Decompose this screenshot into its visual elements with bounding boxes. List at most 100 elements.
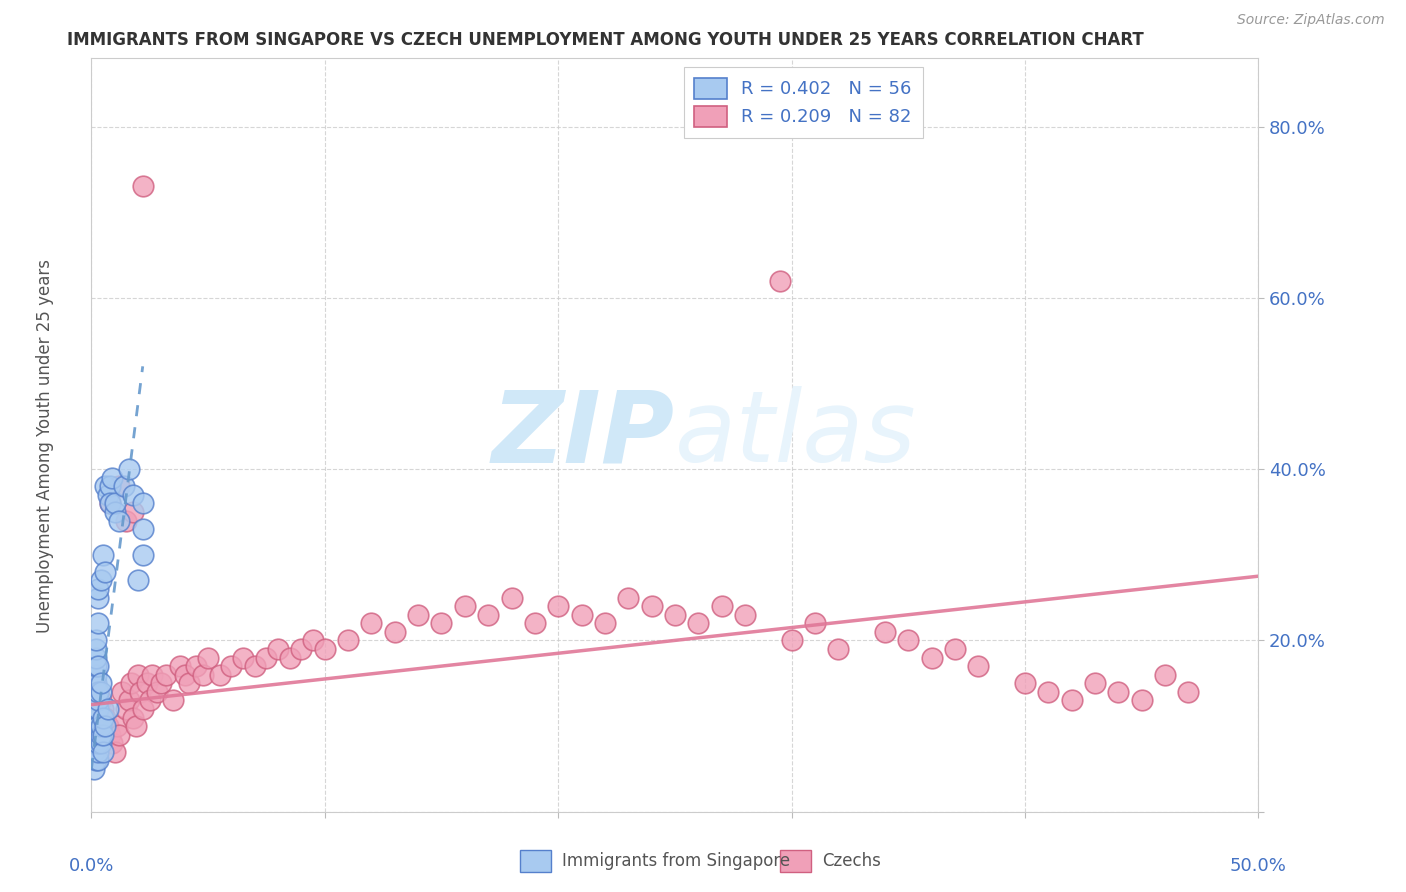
- Text: Source: ZipAtlas.com: Source: ZipAtlas.com: [1237, 13, 1385, 28]
- Point: [278, 650, 301, 665]
- Point: [118, 462, 141, 476]
- Point: [827, 642, 849, 657]
- Point: [87, 753, 110, 767]
- Point: [98, 728, 121, 742]
- Point: [173, 667, 195, 681]
- Point: [804, 616, 827, 631]
- Point: [547, 599, 569, 614]
- Legend: R = 0.402   N = 56, R = 0.209   N = 82: R = 0.402 N = 56, R = 0.209 N = 82: [683, 67, 922, 137]
- Point: [640, 599, 662, 614]
- Text: ZIP: ZIP: [492, 386, 675, 483]
- Point: [83, 719, 105, 733]
- Text: Czechs: Czechs: [823, 852, 882, 870]
- Point: [208, 667, 231, 681]
- Point: [290, 642, 312, 657]
- Point: [1130, 693, 1153, 707]
- Point: [430, 616, 453, 631]
- Point: [120, 676, 142, 690]
- Point: [454, 599, 477, 614]
- Point: [94, 710, 117, 724]
- Point: [90, 676, 112, 690]
- Point: [1084, 676, 1107, 690]
- Point: [87, 582, 110, 596]
- Point: [84, 753, 107, 767]
- Point: [769, 274, 792, 288]
- Point: [186, 659, 208, 673]
- Point: [101, 471, 124, 485]
- Point: [115, 702, 138, 716]
- Point: [84, 642, 107, 657]
- Point: [91, 745, 114, 759]
- Point: [84, 676, 107, 690]
- Point: [83, 762, 105, 776]
- Point: [337, 633, 360, 648]
- Point: [136, 676, 159, 690]
- Point: [150, 676, 173, 690]
- Point: [477, 607, 499, 622]
- Point: [97, 488, 120, 502]
- Point: [108, 514, 131, 528]
- Point: [90, 574, 112, 588]
- Point: [111, 685, 134, 699]
- Point: [104, 745, 127, 759]
- Point: [138, 693, 162, 707]
- Point: [501, 591, 523, 605]
- Point: [90, 719, 112, 733]
- Point: [115, 514, 138, 528]
- Point: [91, 710, 114, 724]
- Point: [112, 479, 135, 493]
- Point: [155, 667, 177, 681]
- Text: Unemployment Among Youth under 25 years: Unemployment Among Youth under 25 years: [37, 259, 53, 633]
- Point: [243, 659, 266, 673]
- Point: [179, 676, 201, 690]
- Point: [84, 736, 107, 750]
- Point: [84, 719, 107, 733]
- Point: [1154, 667, 1177, 681]
- Point: [84, 659, 107, 673]
- Point: [132, 702, 155, 716]
- Point: [90, 736, 112, 750]
- Point: [97, 702, 120, 716]
- Point: [84, 650, 107, 665]
- Point: [360, 616, 382, 631]
- Point: [90, 728, 112, 742]
- Point: [132, 522, 155, 536]
- Point: [94, 565, 117, 579]
- Point: [108, 728, 131, 742]
- Text: Immigrants from Singapore: Immigrants from Singapore: [562, 852, 790, 870]
- Point: [87, 736, 110, 750]
- Text: atlas: atlas: [675, 386, 917, 483]
- Point: [710, 599, 733, 614]
- Point: [141, 667, 163, 681]
- Point: [1107, 685, 1129, 699]
- Point: [122, 710, 145, 724]
- Point: [98, 496, 121, 510]
- Point: [87, 693, 110, 707]
- Point: [87, 659, 110, 673]
- Point: [91, 728, 114, 742]
- Point: [967, 659, 990, 673]
- Point: [314, 642, 336, 657]
- Point: [97, 719, 120, 733]
- Point: [162, 693, 184, 707]
- Point: [571, 607, 593, 622]
- Point: [169, 659, 191, 673]
- Point: [84, 685, 107, 699]
- Point: [873, 624, 896, 639]
- Point: [87, 745, 110, 759]
- Point: [87, 719, 110, 733]
- Text: IMMIGRANTS FROM SINGAPORE VS CZECH UNEMPLOYMENT AMONG YOUTH UNDER 25 YEARS CORRE: IMMIGRANTS FROM SINGAPORE VS CZECH UNEMP…: [67, 31, 1144, 49]
- Point: [84, 667, 107, 681]
- Point: [921, 650, 943, 665]
- Point: [94, 479, 117, 493]
- Point: [129, 685, 152, 699]
- Text: 0.0%: 0.0%: [69, 857, 114, 875]
- Point: [127, 667, 149, 681]
- Point: [734, 607, 756, 622]
- Point: [87, 616, 110, 631]
- Point: [1060, 693, 1083, 707]
- Text: 50.0%: 50.0%: [1230, 857, 1286, 875]
- Point: [193, 667, 215, 681]
- Point: [87, 591, 110, 605]
- Point: [83, 693, 105, 707]
